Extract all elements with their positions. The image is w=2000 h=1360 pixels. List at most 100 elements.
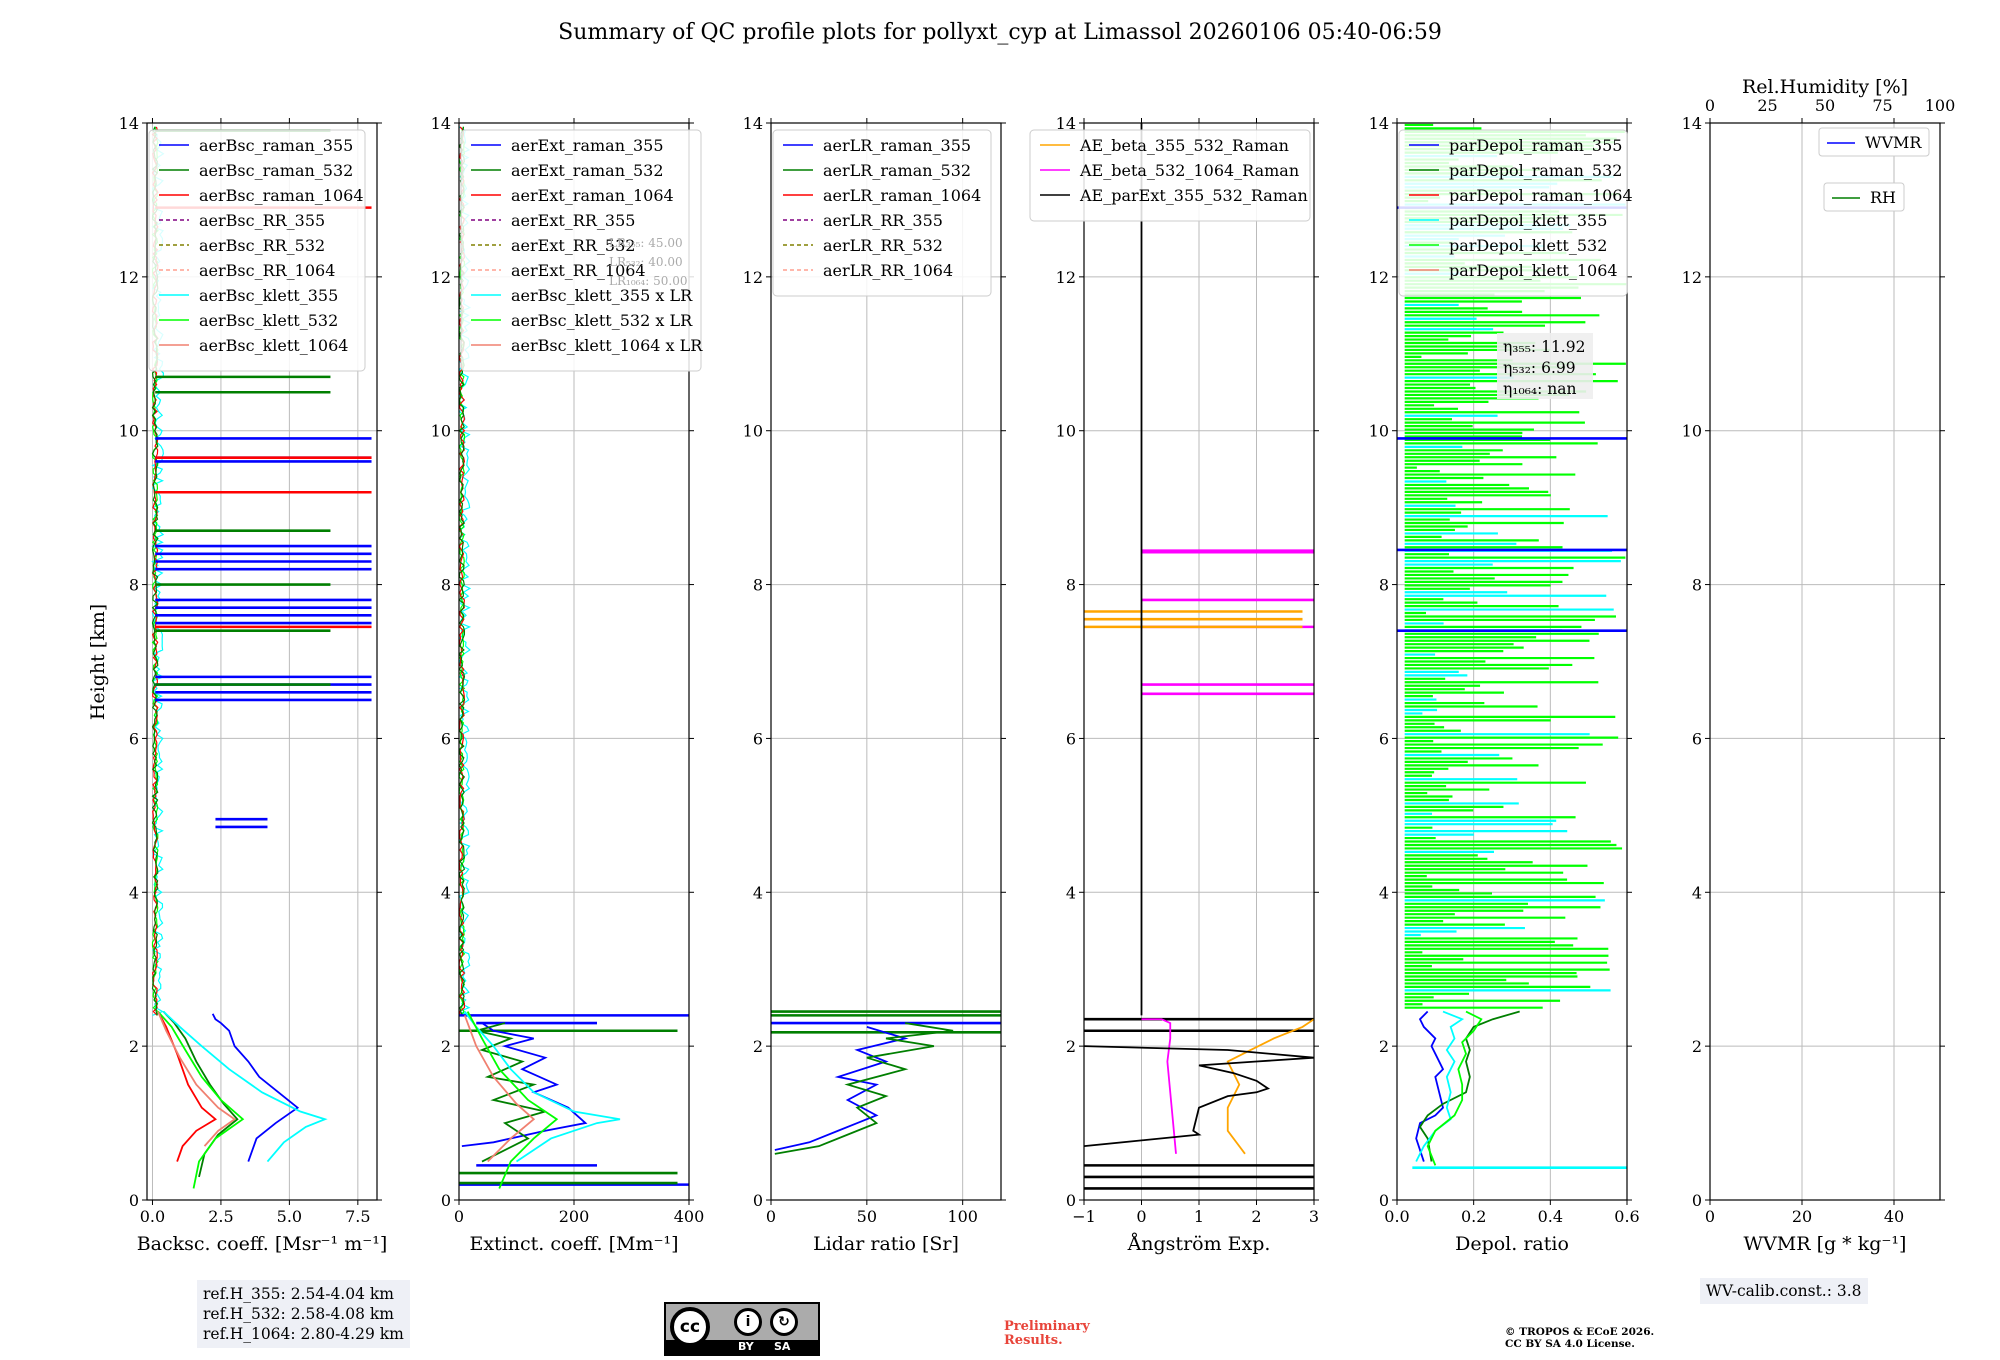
legend-box — [1823, 182, 1905, 212]
legend-box — [460, 129, 702, 372]
x2-axis-label: Rel.Humidity [%] — [1742, 76, 1908, 98]
ytick-label: 6 — [129, 729, 139, 748]
copyright-note: © TROPOS & ECoE 2026. CC BY SA 4.0 Licen… — [1505, 1326, 1654, 1350]
legend-label: aerBsc_klett_355 x LR — [511, 286, 693, 305]
x2tick-label: 25 — [1757, 96, 1777, 115]
legend-label: parDepol_klett_355 — [1449, 211, 1607, 230]
series-blue — [211, 1013, 300, 1162]
share-alike-icon: ↻ — [770, 1308, 798, 1336]
ytick-label: 4 — [1066, 883, 1076, 902]
eta-box — [1497, 333, 1593, 399]
preliminary-line-2: Results. — [1004, 1333, 1063, 1348]
legend-label: aerBsc_klett_355 — [199, 286, 338, 305]
xtick-label: −1 — [1072, 1207, 1096, 1226]
x2tick-label: 100 — [1925, 96, 1956, 115]
legend-label: aerExt_RR_355 — [511, 211, 635, 230]
xtick-label: 0 — [454, 1207, 464, 1226]
legend-label: aerExt_raman_1064 — [511, 186, 674, 205]
wv-calib-box: WV-calib.const.: 3.8 — [1700, 1278, 1868, 1304]
series-salmon — [463, 1015, 536, 1163]
ytick-label: 0 — [1066, 1191, 1076, 1210]
ytick-label: 12 — [1056, 268, 1076, 287]
series-cyan — [464, 1010, 621, 1163]
ytick-label: 2 — [129, 1037, 139, 1056]
ref-height-1064: ref.H_1064: 2.80-4.29 km — [203, 1325, 404, 1343]
legend-label: aerBsc_klett_532 x LR — [511, 311, 693, 330]
ytick-label: 10 — [119, 422, 139, 441]
series-blue — [461, 1022, 588, 1148]
axes-frame — [1396, 122, 1628, 1201]
copyright-line-2: CC BY SA 4.0 License. — [1505, 1338, 1635, 1350]
legend-label: AE_beta_532_1064_Raman — [1079, 161, 1299, 180]
series-black — [1084, 1045, 1314, 1148]
legend-label: parDepol_klett_1064 — [1449, 261, 1618, 280]
x-axis-label: Extinct. coeff. [Mm⁻¹] — [469, 1233, 678, 1255]
series-blue — [774, 1026, 909, 1151]
ytick-label: 14 — [1682, 114, 1702, 133]
legend-depol: parDepol_raman_355 parDepol_raman_532 parD… — [1398, 129, 1633, 297]
xtick-label: 0.6 — [1614, 1207, 1639, 1226]
axes-frame — [146, 122, 378, 1201]
ytick-label: 8 — [129, 576, 139, 595]
cc-logo-strip — [666, 1340, 818, 1354]
ytick-label: 2 — [1379, 1037, 1389, 1056]
legend-label: aerLR_raman_355 — [823, 136, 971, 155]
ytick-label: 8 — [1692, 576, 1702, 595]
eta-annotation: η₃₅₅: 11.92 η₅₃₂: 6.99 η₁₀₆₄: nan — [1497, 333, 1593, 399]
legend-label: aerBsc_klett_1064 x LR — [511, 336, 703, 355]
ytick-label: 2 — [1066, 1037, 1076, 1056]
ytick-label: 14 — [1369, 114, 1389, 133]
ytick-label: 12 — [431, 268, 451, 287]
ytick-label: 12 — [1369, 268, 1389, 287]
x-axis-label: WVMR [g * kg⁻¹] — [1744, 1233, 1907, 1255]
x-axis-label: Ångström Exp. — [1127, 1233, 1271, 1255]
legend-label: aerExt_RR_532 — [511, 236, 635, 255]
legend-box — [1818, 127, 1930, 157]
xtick-label: 2 — [1251, 1207, 1261, 1226]
x-axis-label: Backsc. coeff. [Msr⁻¹ m⁻¹] — [137, 1233, 388, 1255]
series-lime — [1426, 1010, 1483, 1166]
plot-area-depol — [1397, 123, 1627, 1169]
series-lime — [466, 1011, 559, 1189]
ytick-label: 4 — [753, 883, 763, 902]
ytick-label: 8 — [441, 576, 451, 595]
legend-label: AE_beta_355_532_Raman — [1079, 136, 1289, 155]
ytick-label: 6 — [1379, 729, 1389, 748]
legend-label: aerExt_raman_355 — [511, 136, 664, 155]
legend-label: aerLR_raman_532 — [823, 161, 971, 180]
ytick-label: 6 — [441, 729, 451, 748]
ytick-label: 14 — [1056, 114, 1076, 133]
attribution-icon: i — [734, 1308, 762, 1336]
ytick-label: 0 — [1692, 1191, 1702, 1210]
ytick-label: 10 — [1056, 422, 1076, 441]
x-axis-label: Depol. ratio — [1455, 1233, 1569, 1255]
cc-by-label: BY — [738, 1340, 754, 1353]
ytick-label: 12 — [1682, 268, 1702, 287]
panel-ext: 0 2 4 6 8 10 12 14 0 200 400 Extinct. coeff. [Mm⁻¹]… — [431, 114, 705, 1255]
series-green — [774, 1022, 954, 1155]
ytick-label: 0 — [1379, 1191, 1389, 1210]
series-red — [157, 1011, 217, 1162]
legend-label: aerBsc_RR_355 — [199, 211, 325, 230]
eta-label: η₁₀₆₄: nan — [1503, 380, 1577, 398]
legend-label: aerBsc_RR_1064 — [199, 261, 335, 280]
xtick-label: 0.4 — [1538, 1207, 1563, 1226]
xtick-label: 0.0 — [1384, 1207, 1409, 1226]
x-axis-label: Lidar ratio [Sr] — [813, 1233, 959, 1255]
ytick-label: 4 — [1692, 883, 1702, 902]
legend-label: parDepol_raman_532 — [1449, 161, 1622, 180]
reference-height-box: ref.H_355: 2.54-4.04 km ref.H_532: 2.58-… — [197, 1280, 410, 1348]
ytick-label: 6 — [1066, 729, 1076, 748]
ytick-label: 10 — [1682, 422, 1702, 441]
legend-label: aerLR_raman_1064 — [823, 186, 981, 205]
preliminary-note: Preliminary Results. — [1004, 1320, 1090, 1348]
x2tick-label: 0 — [1705, 96, 1715, 115]
legend-bsc: aerBsc_raman_355 aerBsc_raman_532 aerBsc_r… — [148, 129, 366, 372]
series-cyan — [1415, 1010, 1465, 1162]
preliminary-line-1: Preliminary — [1004, 1319, 1090, 1334]
legend-label: aerLR_RR_532 — [823, 236, 943, 255]
axes-frame — [1709, 122, 1941, 1201]
xtick-label: 0 — [1705, 1207, 1715, 1226]
lr-annotation: LR₃₅₅: 45.00 — [609, 236, 683, 250]
